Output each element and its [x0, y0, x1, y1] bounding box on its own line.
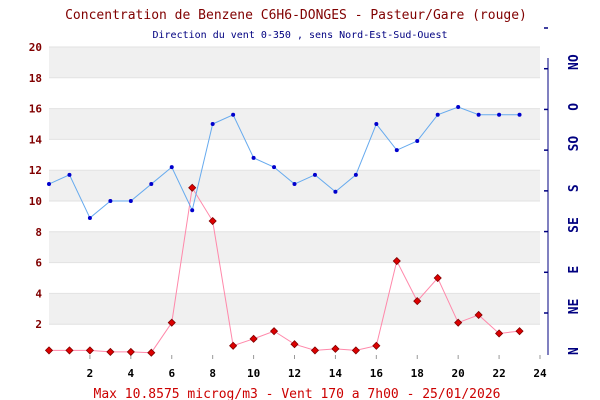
benzene-point [290, 340, 299, 349]
benzene-point [188, 183, 197, 192]
series-markers [44, 105, 524, 357]
wind-point [333, 189, 338, 194]
wind-direction-label: NO [567, 54, 582, 70]
chart-title: Concentration de Benzene C6H6-DONGES - P… [65, 8, 527, 23]
wind-direction-label: SO [567, 136, 582, 152]
benzene-point [515, 327, 524, 336]
x-tick-label: 6 [168, 367, 175, 380]
benzene-point [249, 334, 258, 343]
benzene-point [331, 344, 340, 353]
x-tick-label: 10 [247, 367, 260, 380]
benzene-line [49, 186, 520, 354]
benzene-point [433, 273, 442, 283]
benzene-point [208, 216, 217, 226]
wind-direction-label: S [567, 184, 582, 192]
benzene-point [372, 341, 381, 350]
y-axis-ticks: 2 4 6 8 10 12 14 16 18 20 [29, 41, 43, 331]
wind-point [190, 208, 195, 213]
wind-point [435, 112, 440, 117]
wind-point [292, 182, 297, 187]
x-tick-label: 4 [128, 367, 135, 380]
wind-point [251, 155, 256, 160]
wind-direction-label: O [567, 103, 582, 111]
wind-point [312, 172, 317, 177]
wind-point [456, 105, 461, 110]
benzene-point [85, 346, 94, 355]
benzene-point [229, 341, 238, 350]
benzene-point [392, 256, 401, 266]
benzene-point [269, 327, 279, 336]
benzene-point [126, 347, 135, 356]
x-tick-label: 20 [452, 367, 465, 380]
y-tick-label: 14 [29, 133, 43, 146]
benzene-point [147, 348, 156, 357]
benzene-point [310, 346, 320, 355]
y-tick-label: 8 [35, 226, 42, 239]
chart-subtitle: Direction du vent 0-350 , sens Nord-Est-… [152, 30, 447, 41]
wind-direction-label: N [567, 347, 582, 355]
wind-point [210, 122, 215, 126]
x-tick-label: 8 [209, 367, 216, 380]
x-tick-label: 14 [329, 367, 343, 380]
plot-band [49, 231, 540, 263]
x-tick-label: 24 [533, 367, 547, 380]
wind-point [353, 172, 358, 177]
wind-direction-label: SE [567, 217, 582, 233]
wind-point [415, 138, 420, 143]
wind-point [476, 112, 481, 117]
wind-point [374, 122, 379, 126]
wind-point [394, 148, 399, 153]
y-tick-label: 6 [35, 257, 42, 270]
wind-line [48, 106, 520, 219]
y-tick-label: 20 [29, 41, 42, 54]
x-tick-label: 18 [411, 367, 424, 380]
x-tick-label: 22 [492, 367, 505, 380]
benzene-point [413, 297, 422, 306]
plot-band [49, 47, 540, 78]
y-tick-label: 18 [29, 72, 42, 85]
y-tick-label: 4 [35, 287, 42, 300]
wind-point [272, 165, 277, 170]
x-tick-label: 2 [87, 367, 94, 380]
y-tick-label: 16 [29, 103, 43, 116]
wind-point [47, 182, 51, 187]
wind-point [169, 165, 174, 170]
benzene-point [454, 318, 463, 327]
x-tick-label: 12 [288, 367, 301, 380]
wind-point [231, 112, 236, 117]
plot-band [49, 108, 540, 140]
wind-direction-axis: N NE E SE S SO O NO [544, 27, 582, 355]
benzene-point [65, 346, 74, 355]
benzene-point [106, 347, 115, 356]
wind-point [128, 199, 133, 203]
benzene-point [351, 346, 360, 355]
benzene-point [495, 329, 504, 338]
wind-direction-label: NE [567, 299, 582, 315]
y-tick-label: 10 [29, 195, 42, 208]
y-tick-label: 12 [29, 164, 42, 177]
wind-point [87, 215, 92, 220]
wind-point [149, 182, 154, 187]
benzene-point [167, 318, 176, 327]
x-axis-ticks: 2 4 6 8 10 12 14 16 18 20 22 24 [87, 355, 547, 380]
wind-direction-label: E [567, 266, 582, 274]
footer-summary: Max 10.8575 microg/m3 - Vent 170 a 7h00 … [94, 387, 501, 400]
benzene-point [474, 310, 483, 320]
wind-point [517, 112, 522, 117]
wind-point [108, 199, 113, 203]
x-tick-label: 16 [370, 367, 384, 380]
benzene-point [44, 346, 54, 355]
y-tick-label: 2 [35, 318, 42, 331]
wind-point [497, 112, 502, 117]
wind-point [67, 172, 72, 177]
